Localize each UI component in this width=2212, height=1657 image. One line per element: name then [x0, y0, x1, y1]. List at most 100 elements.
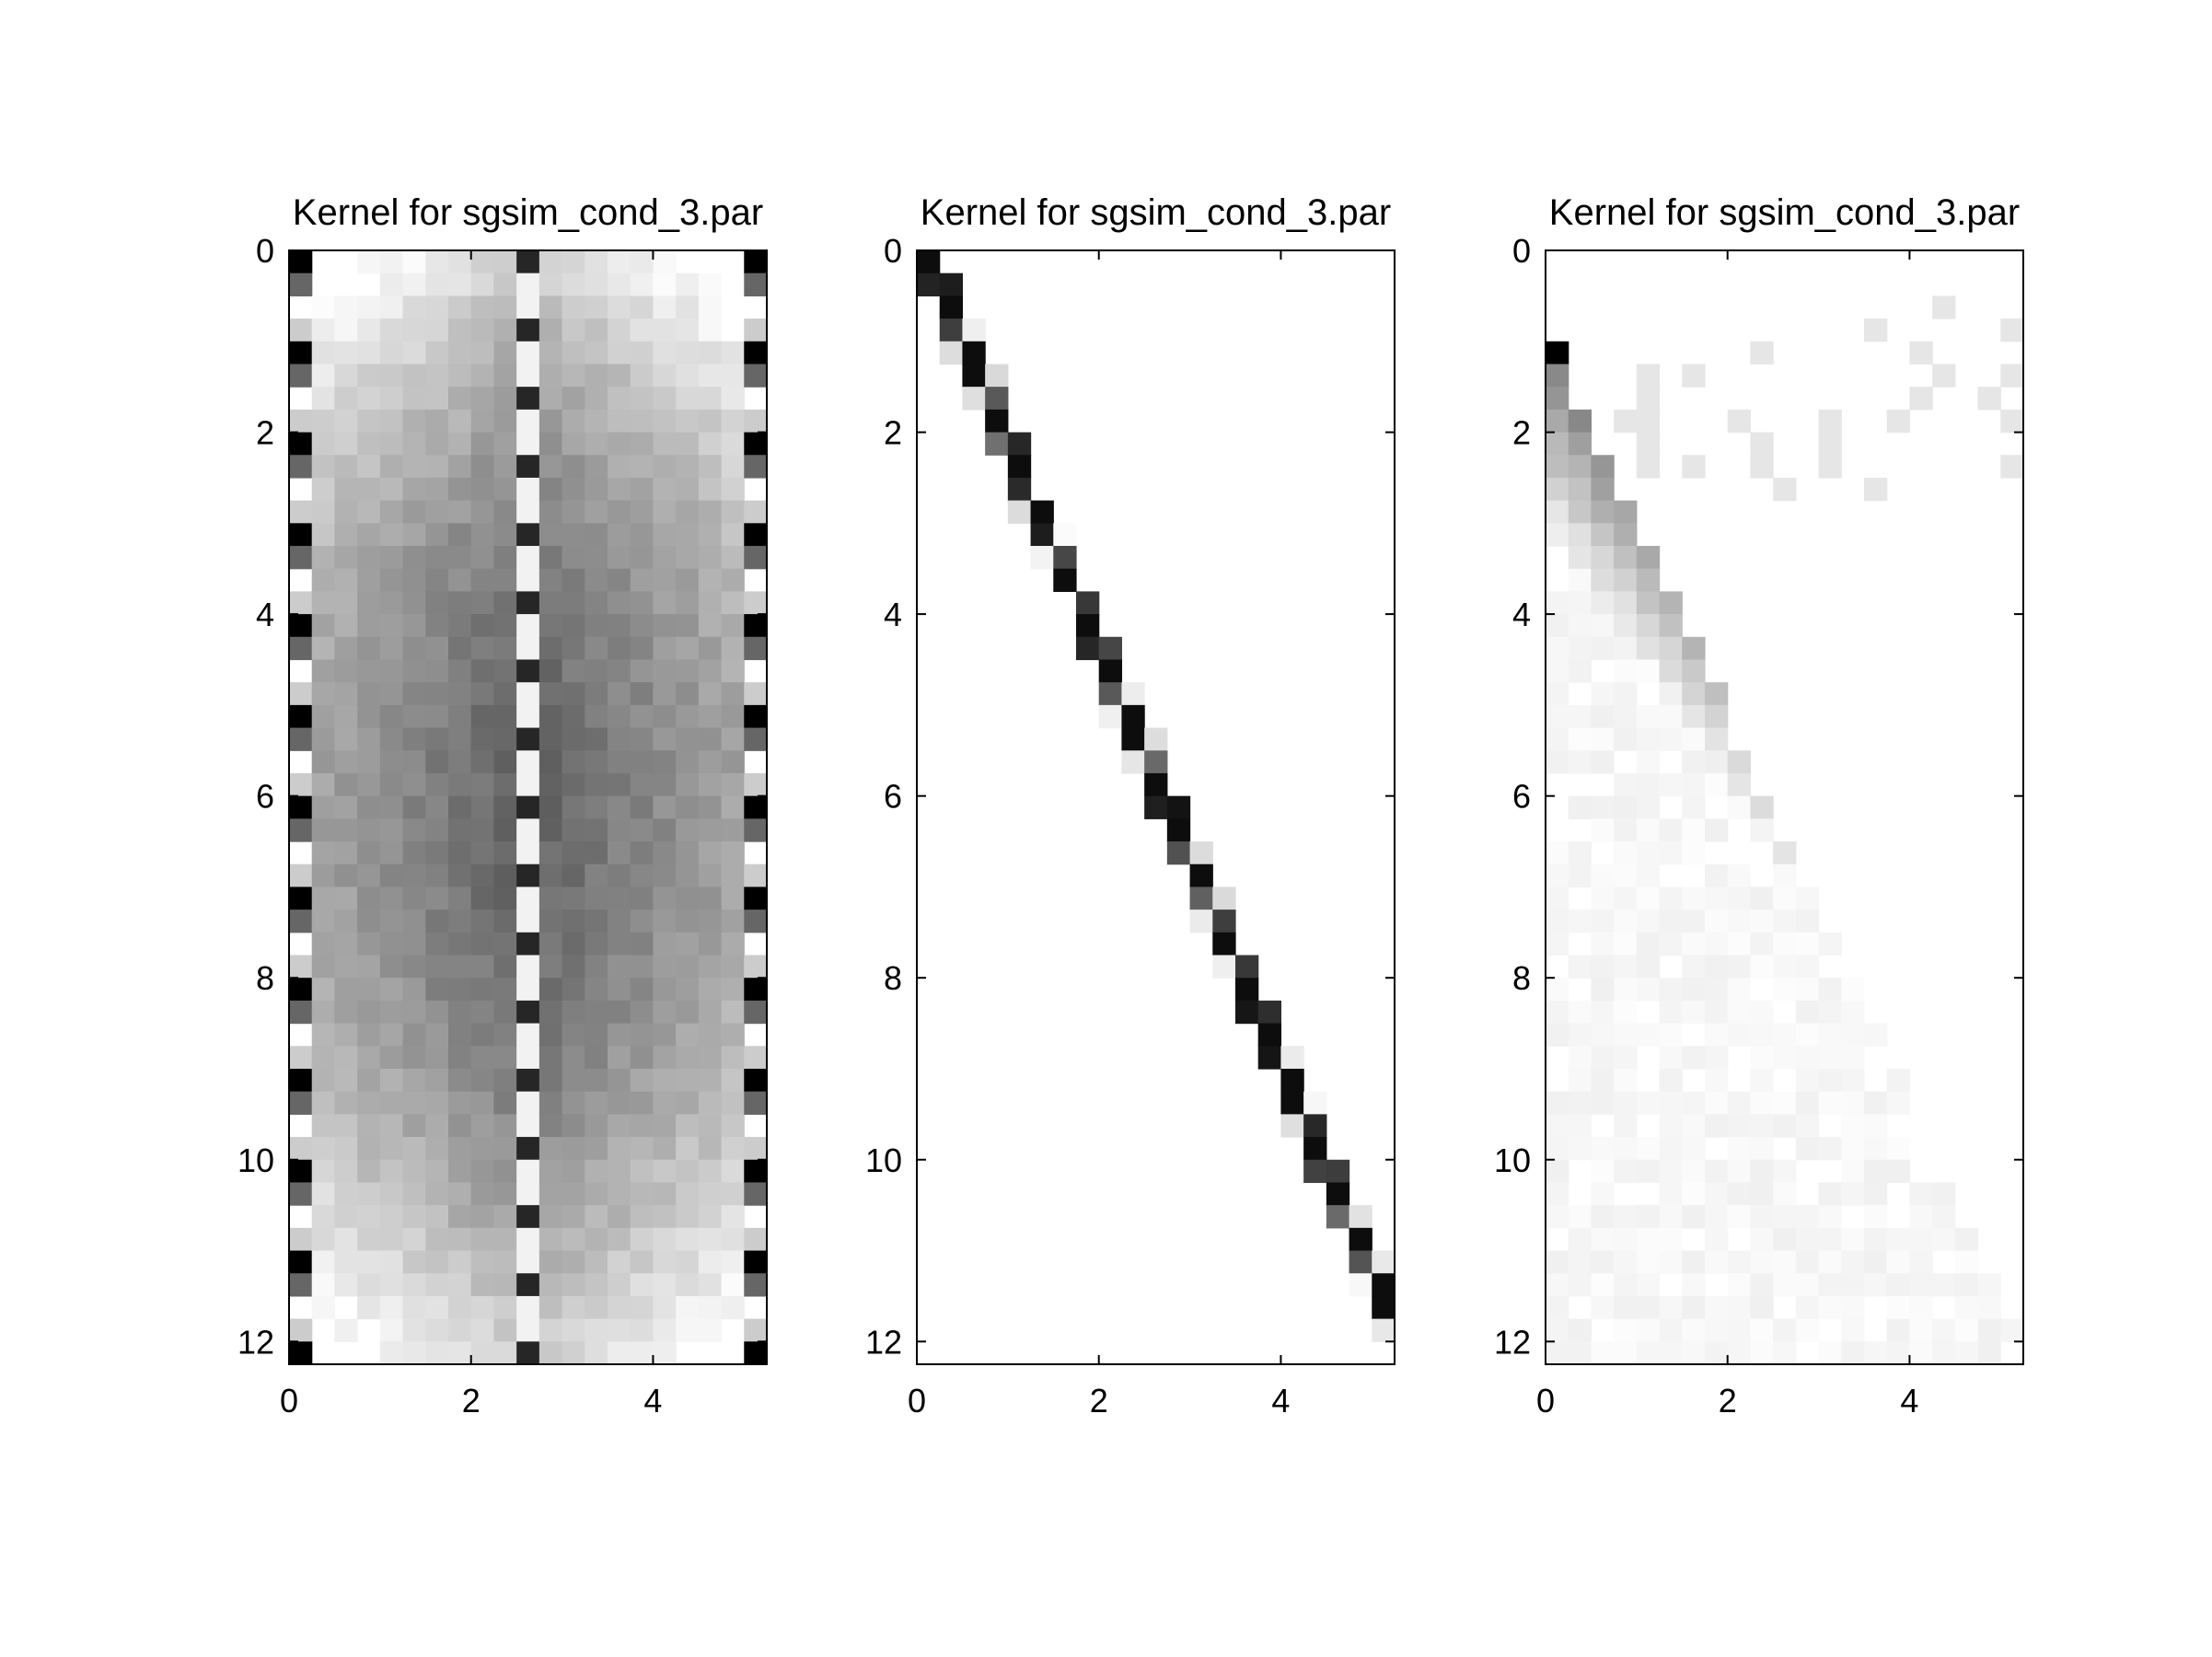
heatmap-cell	[698, 591, 723, 615]
y-tick-label: 6	[1512, 778, 1531, 816]
heatmap-cell	[425, 1137, 449, 1161]
heatmap-cell	[1614, 1205, 1638, 1229]
heatmap-cell	[470, 1205, 495, 1229]
heatmap-cell	[289, 319, 313, 342]
heatmap-cell	[1614, 1341, 1638, 1365]
heatmap-cell	[493, 932, 517, 956]
heatmap-cell	[448, 250, 472, 274]
heatmap-cell	[744, 409, 768, 434]
heatmap-cell	[1591, 863, 1615, 888]
heatmap-cell	[653, 1114, 677, 1138]
y-tick-label: 2	[1512, 414, 1531, 452]
heatmap-cell	[1705, 727, 1729, 751]
heatmap-cell	[653, 1295, 677, 1320]
heatmap-cell	[493, 1273, 517, 1297]
heatmap-cell	[1568, 591, 1592, 615]
heatmap-cell	[357, 364, 381, 388]
heatmap-cell	[698, 932, 723, 956]
heatmap-cell	[1932, 364, 1956, 388]
heatmap-cell	[1546, 455, 1569, 479]
heatmap-cell	[379, 568, 404, 592]
heatmap-cell	[334, 863, 358, 888]
heatmap-cell	[334, 910, 358, 933]
heatmap-cell	[1007, 455, 1032, 479]
heatmap-cell	[311, 704, 336, 729]
x-tick-label: 0	[908, 1382, 926, 1419]
heatmap-cell	[721, 727, 745, 751]
heatmap-cell	[917, 272, 941, 296]
heatmap-cell	[1568, 863, 1592, 888]
heatmap-cell	[289, 341, 313, 365]
heatmap-cell	[425, 818, 449, 842]
heatmap-cell	[1682, 1182, 1706, 1206]
heatmap-cell	[1568, 1250, 1592, 1274]
heatmap-cell	[1591, 1273, 1615, 1297]
heatmap-cell	[289, 272, 313, 296]
heatmap-cell	[334, 568, 358, 592]
heatmap-cell	[562, 704, 585, 729]
heatmap-cell	[744, 1182, 768, 1206]
heatmap-cell	[1773, 955, 1797, 979]
heatmap-cell	[1818, 1000, 1842, 1025]
heatmap-cell	[1349, 1227, 1372, 1252]
heatmap-cell	[334, 818, 358, 842]
heatmap-cell	[744, 1000, 768, 1025]
heatmap-cell	[698, 295, 723, 319]
heatmap-cell	[1773, 1205, 1797, 1229]
heatmap-cell	[357, 1182, 381, 1206]
heatmap-cell	[721, 477, 745, 502]
heatmap-cell	[1841, 1159, 1865, 1184]
heatmap-cell	[448, 295, 472, 319]
heatmap-cell	[1818, 1137, 1842, 1161]
heatmap-cell	[630, 1250, 654, 1274]
heatmap-cell	[470, 364, 495, 388]
heatmap-cell	[1727, 863, 1752, 888]
heatmap-cell	[493, 682, 517, 706]
heatmap-cell	[470, 727, 495, 751]
heatmap-cell	[470, 500, 495, 524]
heatmap-cell	[1546, 477, 1569, 502]
y-tick-label: 12	[237, 1323, 274, 1361]
heatmap-cell	[493, 1023, 517, 1047]
heatmap-cell	[1144, 795, 1168, 819]
y-tick-label: 2	[256, 414, 274, 452]
heatmap-cell	[539, 818, 563, 842]
heatmap-cell	[1818, 978, 1842, 1002]
heatmap-cell	[516, 818, 540, 842]
heatmap-cell	[470, 795, 495, 819]
heatmap-cell	[721, 1046, 745, 1070]
heatmap-cell	[379, 978, 404, 1002]
heatmap-cell	[608, 886, 631, 910]
heatmap-cell	[721, 932, 745, 956]
heatmap-cell	[289, 250, 313, 274]
heatmap-cell	[289, 863, 313, 888]
heatmap-cell	[608, 1046, 631, 1070]
heatmap-cell	[721, 1137, 745, 1161]
heatmap-cell	[985, 364, 1009, 388]
heatmap-cell	[562, 886, 585, 910]
heatmap-cell	[721, 863, 745, 888]
heatmap-cell	[1076, 614, 1100, 638]
heatmap-cell	[721, 409, 745, 434]
x-tick-label: 2	[462, 1382, 481, 1419]
heatmap-cell	[721, 1114, 745, 1138]
heatmap-cell	[1053, 523, 1077, 547]
heatmap-cell	[698, 523, 723, 547]
heatmap-cell	[1954, 1295, 1979, 1320]
heatmap-cell	[562, 341, 585, 365]
heatmap-cell	[698, 432, 723, 456]
heatmap-cell	[721, 955, 745, 979]
heatmap-cell	[1614, 1273, 1638, 1297]
heatmap-cell	[311, 1114, 336, 1138]
heatmap-cell	[744, 523, 768, 547]
heatmap-cell	[608, 319, 631, 342]
heatmap-cell	[1727, 886, 1752, 910]
heatmap-cell	[334, 409, 358, 434]
heatmap-cell	[1568, 795, 1592, 819]
heatmap-cell	[653, 795, 677, 819]
heatmap-cell	[470, 1227, 495, 1252]
heatmap-cell	[379, 500, 404, 524]
heatmap-cell	[470, 1318, 495, 1342]
heatmap-cell	[357, 1046, 381, 1070]
panel-title-3: Kernel for sgsim_cond_3.par	[1549, 192, 2020, 233]
